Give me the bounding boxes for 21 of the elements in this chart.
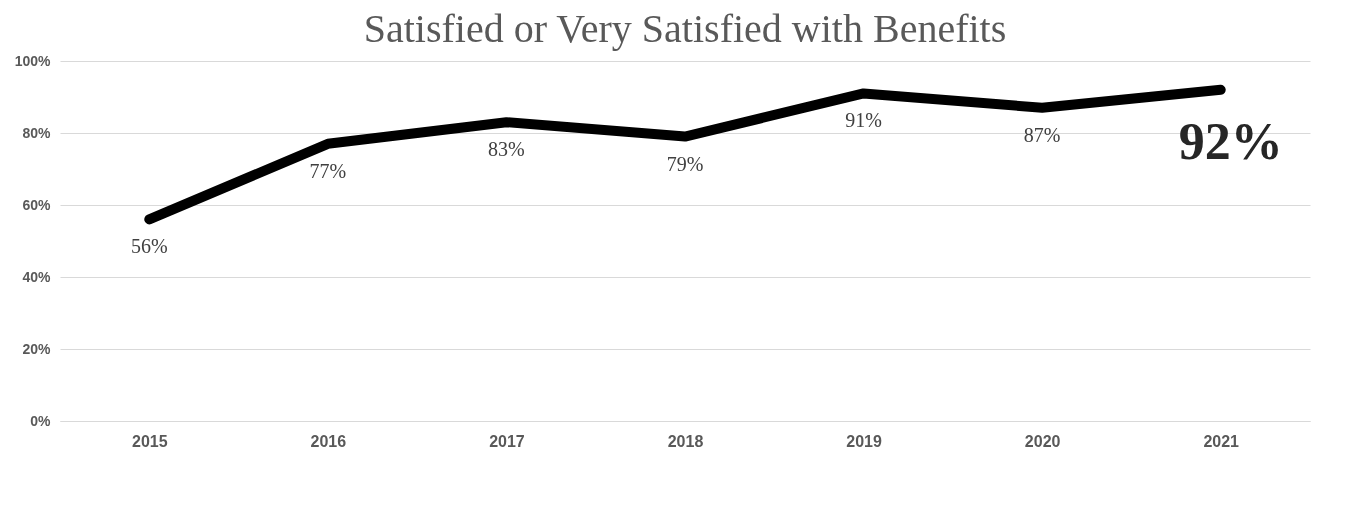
data-label: 87% (1023, 123, 1061, 146)
data-label: 91% (845, 109, 882, 132)
x-tick-label: 2017 (489, 432, 525, 450)
x-tick-label: 2020 (1024, 432, 1061, 450)
x-tick-label: 2018 (667, 432, 704, 450)
y-tick-label: 60% (22, 196, 52, 213)
data-label: 56% (130, 235, 168, 258)
data-label: 83% (488, 138, 525, 161)
chart-title: Satisfied or Very Satisfied with Benefits (363, 6, 1007, 51)
x-tick-label: 2015 (131, 432, 168, 450)
data-label: 79% (666, 152, 704, 175)
y-tick-label: 80% (22, 124, 52, 141)
x-tick-label: 2021 (1203, 432, 1240, 450)
y-tick-label: 40% (22, 268, 52, 285)
data-label: 77% (309, 159, 347, 182)
y-tick-label: 20% (22, 340, 52, 357)
y-tick-label: 0% (30, 412, 52, 429)
data-label: 92% (1178, 112, 1283, 170)
x-tick-label: 2019 (846, 432, 882, 450)
y-tick-label: 100% (14, 52, 52, 69)
x-tick-label: 2016 (310, 432, 347, 450)
